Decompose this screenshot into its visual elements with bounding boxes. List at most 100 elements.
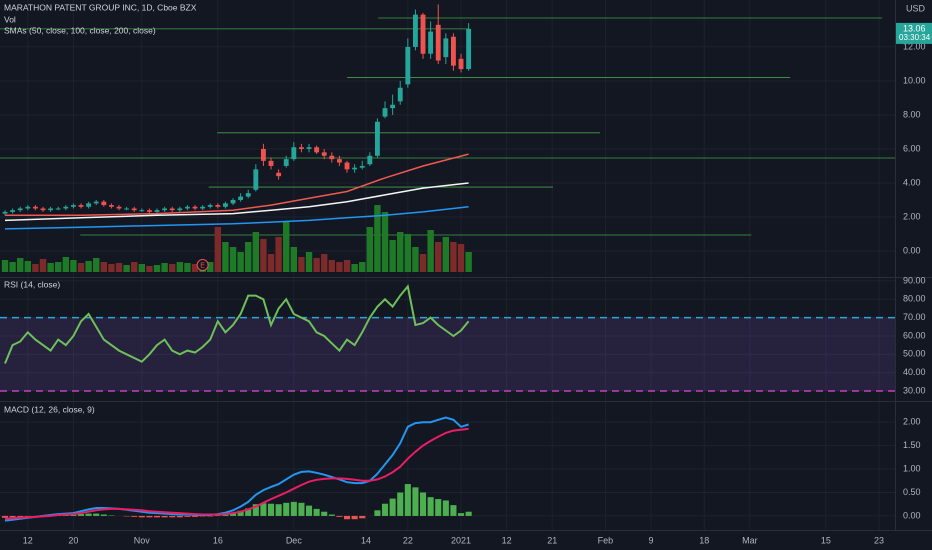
macd-histogram-bar <box>374 510 381 516</box>
candle-body <box>17 208 23 211</box>
grid-layer <box>0 0 932 531</box>
macd-histogram-bar <box>450 505 457 516</box>
candle-body <box>162 208 168 211</box>
candle-body <box>314 147 320 153</box>
macd-histogram-bar <box>313 508 320 516</box>
candle-body <box>253 169 259 190</box>
candle-body <box>146 210 152 212</box>
volume-bar <box>419 254 427 272</box>
price-tick-label: 0.00 <box>903 510 921 520</box>
macd-histogram-bar <box>412 487 419 516</box>
candle-body <box>55 208 61 210</box>
volume-bar <box>435 242 442 272</box>
price-tick-label: 30.00 <box>903 385 926 395</box>
macd-histogram-bar <box>245 508 252 516</box>
macd-histogram-bar <box>17 515 24 517</box>
volume-bar <box>9 262 16 272</box>
candle-body <box>124 208 130 210</box>
volume-bar <box>108 264 115 272</box>
volume-bar <box>252 232 260 272</box>
volume-bar <box>290 247 298 272</box>
volume-bar <box>207 262 214 272</box>
candle-body <box>131 208 137 211</box>
macd-histogram-bar <box>237 510 244 516</box>
volume-bar <box>457 244 465 272</box>
macd-histogram-bar <box>153 515 161 518</box>
price-tick-label: 70.00 <box>903 312 926 322</box>
candle-body <box>93 201 99 204</box>
volume-bar <box>138 264 146 272</box>
price-tick-label: 50.00 <box>903 349 926 359</box>
macd-histogram-bar <box>435 499 442 516</box>
macd-histogram-bar <box>427 497 434 516</box>
macd-histogram-bar <box>100 514 107 516</box>
macd-histogram-bar <box>283 502 290 516</box>
volume-bar <box>222 242 229 272</box>
price-tick-label: 60.00 <box>903 330 926 340</box>
candle-body <box>268 160 274 166</box>
volume-bar <box>366 227 374 272</box>
candle-body <box>321 152 327 156</box>
candle-body <box>390 104 396 109</box>
candle-body <box>283 159 289 166</box>
macd-histogram-bar <box>252 504 259 516</box>
candle-body <box>86 203 92 207</box>
countdown-label: 03:30:34 <box>899 33 931 42</box>
volume-bar <box>351 264 358 272</box>
volume-bar <box>62 257 70 272</box>
time-label: Mar <box>742 535 758 545</box>
volume-bar <box>55 262 62 272</box>
text-layer: 12 20 Nov 16 Dec 14 22 2021 12 21 Feb 9 18 Mar 15 23 0.0… <box>4 22 932 545</box>
macd-histogram-bar <box>77 514 85 516</box>
symbol-title: MARATHON PATENT GROUP INC, 1D, Cboe BZX <box>4 2 197 12</box>
macd-histogram-bar <box>336 515 343 517</box>
price-tick-label: 1.50 <box>903 440 921 450</box>
macd-histogram-bar <box>267 503 275 516</box>
macd-histogram-bar <box>457 513 465 516</box>
time-label: 9 <box>649 535 654 545</box>
price-tick-label: 40.00 <box>903 367 926 377</box>
macd-histogram-bar <box>131 515 138 517</box>
volume-bar <box>70 260 77 272</box>
macd-histogram-bar <box>442 500 449 516</box>
candle-body <box>40 208 46 211</box>
macd-histogram-bar <box>275 504 282 516</box>
volume-bar <box>115 263 123 272</box>
sma-line <box>4 182 469 222</box>
macd-histogram-bar <box>169 515 176 518</box>
price-tick-label: 12.00 <box>903 41 926 51</box>
time-label: 12 <box>23 535 33 545</box>
volume-bar <box>100 262 108 272</box>
volume-bar <box>321 254 328 272</box>
candle-body <box>359 165 365 168</box>
volume-bar <box>298 257 305 272</box>
volume-bar <box>381 212 389 272</box>
volume-bar <box>237 252 244 272</box>
candle-body <box>154 210 160 212</box>
candle-body <box>443 38 449 58</box>
macd-histogram-bar <box>404 484 411 516</box>
candle-body <box>238 196 244 200</box>
candle-body <box>2 211 8 214</box>
volume-bar <box>39 259 47 272</box>
candle-body <box>291 147 297 160</box>
volume-bar <box>389 240 396 272</box>
time-label: 23 <box>874 535 884 545</box>
volume-bar <box>465 252 472 272</box>
rsi-band <box>0 317 895 392</box>
time-label: 15 <box>821 535 831 545</box>
time-label: Dec <box>286 535 303 545</box>
candle-body <box>298 147 304 149</box>
time-label: 21 <box>547 535 557 545</box>
macd-histogram-bar <box>389 498 396 516</box>
macd-histogram-bar <box>290 501 297 516</box>
macd-histogram-bar <box>191 515 199 517</box>
volume-bar <box>336 262 343 272</box>
candle-body <box>200 206 206 209</box>
price-tick-label: 6.00 <box>903 143 921 153</box>
volume-bar <box>161 263 168 272</box>
volume-bar <box>169 264 176 272</box>
candle-body <box>32 206 38 209</box>
macd-line <box>4 427 469 520</box>
macd-histogram-bar <box>1 515 9 518</box>
